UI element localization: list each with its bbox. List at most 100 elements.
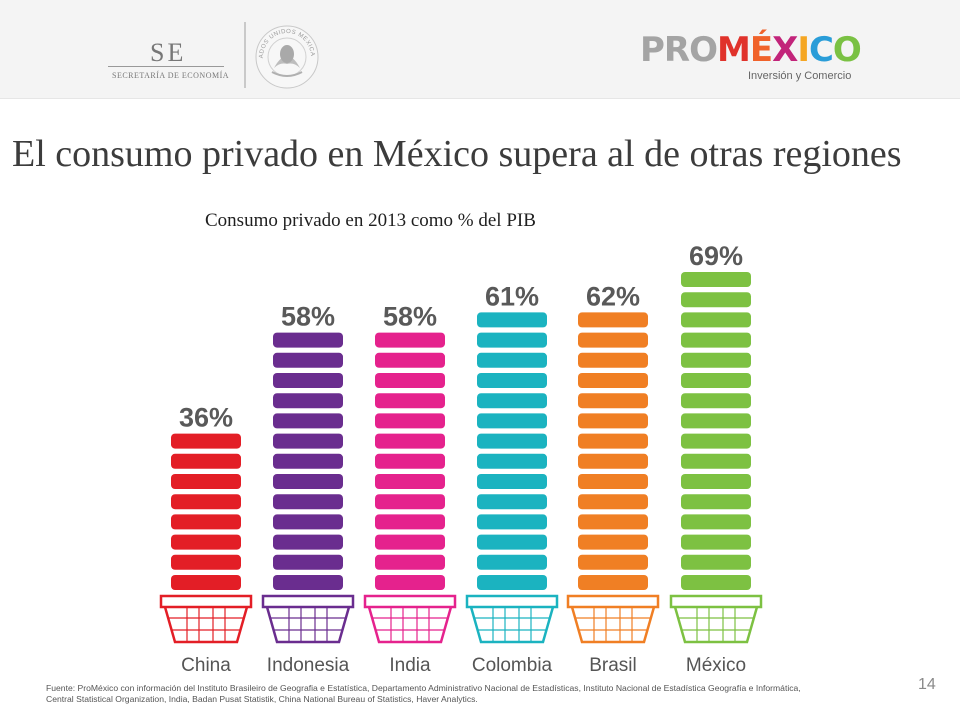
chart-title: Consumo privado en 2013 como % del PIB <box>205 210 536 231</box>
basket-body <box>469 606 555 644</box>
basket-body <box>673 606 759 644</box>
bar-segment <box>171 534 241 550</box>
basket-icon <box>363 594 457 644</box>
bar-segment <box>681 575 751 590</box>
bar-segment <box>273 534 343 550</box>
bar-segment <box>171 575 241 590</box>
category-label: Brasil <box>589 655 637 676</box>
bar-segment <box>477 433 547 449</box>
promexico-tagline: Inversión y Comercio <box>748 70 852 82</box>
bar-segment <box>273 554 343 570</box>
bar-segment <box>171 453 241 469</box>
value-label: 58% <box>383 302 437 332</box>
header-band <box>0 0 960 99</box>
se-logo: SE SECRETARÍA DE ECONOMÍA <box>108 38 230 84</box>
promexico-pro: PRO <box>640 30 718 70</box>
value-label: 69% <box>689 241 743 271</box>
bar <box>273 332 343 590</box>
basket-rim <box>465 594 559 609</box>
bar-segment <box>578 514 648 530</box>
bar-segment <box>375 413 445 429</box>
bar-segment <box>681 292 751 308</box>
basket-rim <box>159 594 253 609</box>
bar-segment <box>578 373 648 388</box>
page-number: 14 <box>918 676 936 693</box>
bar-segment <box>681 393 751 409</box>
bar-segment <box>578 453 648 469</box>
se-logo-rule <box>108 66 224 67</box>
basket-rim <box>669 594 763 609</box>
bar-segment <box>375 332 445 348</box>
promexico-letter: O <box>832 30 862 70</box>
bar-segment <box>578 474 648 489</box>
bar-segment <box>477 474 547 489</box>
promexico-letter: X <box>772 30 798 70</box>
category-label: China <box>181 655 231 676</box>
bar-segment <box>171 474 241 489</box>
bar-segment <box>273 413 343 429</box>
bar-segment <box>681 272 751 287</box>
promexico-wordmark: PROMÉXICO <box>640 30 862 70</box>
bar-segment <box>681 494 751 510</box>
bar-segment <box>681 474 751 489</box>
bar-segment <box>273 453 343 469</box>
bar-segment <box>273 373 343 388</box>
bar-segment <box>477 514 547 530</box>
bar-segment <box>578 575 648 590</box>
bar-segment <box>375 352 445 368</box>
bar-segment <box>273 433 343 449</box>
basket-body <box>570 606 656 644</box>
bar-segment <box>578 393 648 409</box>
bar-segment <box>273 393 343 409</box>
source-note: Fuente: ProMéxico con información del In… <box>46 683 801 704</box>
promexico-logo: PROMÉXICO Inversión y Comercio <box>640 30 862 86</box>
se-logo-abbr: SE <box>150 38 187 67</box>
basket-rim <box>566 594 660 609</box>
bar-segment <box>578 332 648 348</box>
basket-rim <box>363 594 457 609</box>
bar-segment <box>578 494 648 510</box>
bar-segment <box>375 494 445 510</box>
bar-segment <box>375 514 445 530</box>
bar-segment <box>375 534 445 550</box>
bar-segment <box>273 575 343 590</box>
basket-icon <box>669 594 763 644</box>
value-label: 58% <box>281 302 335 332</box>
bar-segment <box>578 534 648 550</box>
bar-segment <box>273 514 343 530</box>
se-logo-name: SECRETARÍA DE ECONOMÍA <box>112 71 230 80</box>
header-divider <box>244 22 246 88</box>
bar-segment <box>477 494 547 510</box>
promexico-letter: I <box>797 30 810 70</box>
page-title: El consumo privado en México supera al d… <box>12 133 902 175</box>
category-label: Indonesia <box>267 655 350 676</box>
basket-body <box>265 606 351 644</box>
bar-segment <box>578 352 648 368</box>
bar-segment <box>375 393 445 409</box>
bar-segment <box>681 433 751 449</box>
bar-segment <box>681 514 751 530</box>
bar-segment <box>477 413 547 429</box>
bar-segment <box>477 575 547 590</box>
basket-icon <box>261 594 355 644</box>
bar-segment <box>375 453 445 469</box>
bar <box>681 272 751 590</box>
bar-segment <box>681 352 751 368</box>
bar-segment <box>477 554 547 570</box>
bar-segment <box>477 373 547 388</box>
value-label: 62% <box>586 281 640 311</box>
bar-segment <box>375 373 445 388</box>
bar-segment <box>171 554 241 570</box>
bar-segment <box>578 554 648 570</box>
bar-segment <box>375 474 445 489</box>
basket-body <box>163 606 249 644</box>
bar-segment <box>273 332 343 348</box>
bar-segment <box>273 474 343 489</box>
basket-icon <box>159 594 253 644</box>
value-label: 36% <box>179 403 233 433</box>
value-label: 61% <box>485 281 539 311</box>
bar-segment <box>171 514 241 530</box>
bar-segment <box>171 494 241 510</box>
bar-segment <box>375 433 445 449</box>
